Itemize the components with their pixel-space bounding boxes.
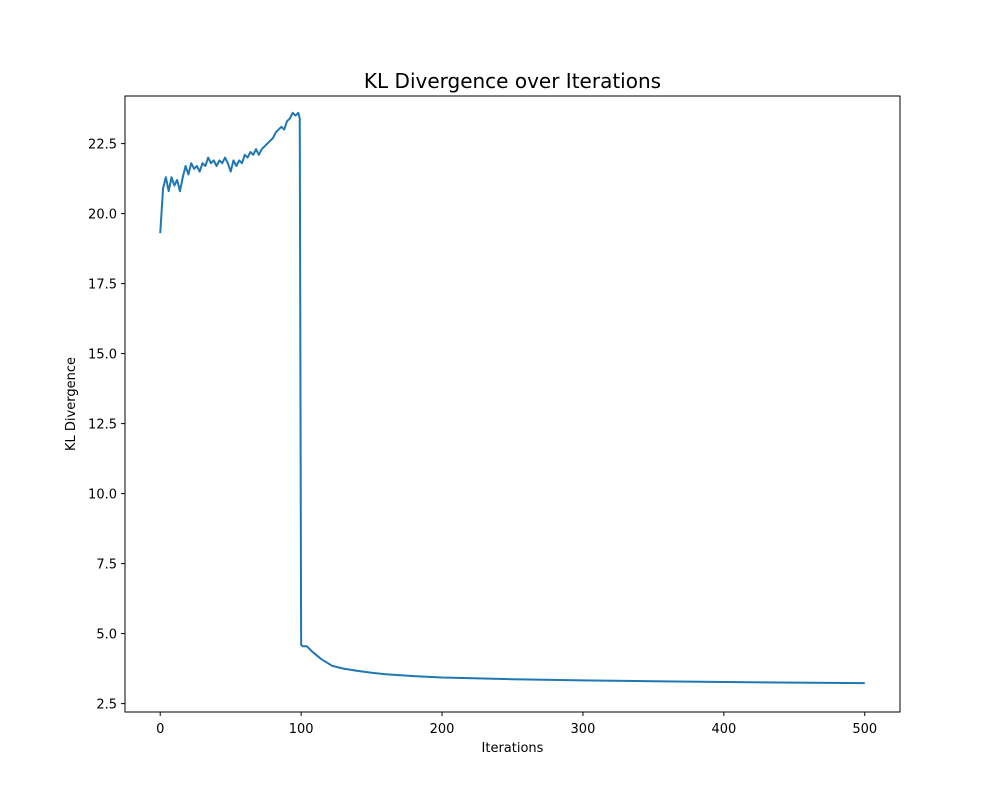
x-axis-label: Iterations	[482, 741, 544, 756]
x-axis: 0 100 200 300 400 500	[156, 712, 877, 737]
y-tick-label: 17.5	[88, 278, 117, 293]
x-tick-label: 100	[289, 722, 314, 737]
y-tick-label: 20.0	[88, 208, 117, 223]
x-tick-label: 500	[852, 722, 877, 737]
y-axis: 2.5 5.0 7.5 10.0 12.5 15.0 17.5 20.0 22.5	[88, 138, 125, 713]
y-tick-label: 7.5	[96, 558, 117, 573]
y-axis-label: KL Divergence	[64, 357, 79, 451]
x-tick-label: 400	[711, 722, 736, 737]
y-tick-label: 12.5	[88, 418, 117, 433]
y-tick-label: 5.0	[96, 628, 117, 643]
plot-area	[159, 111, 865, 685]
chart-title: KL Divergence over Iterations	[364, 69, 661, 93]
x-tick-label: 0	[156, 722, 164, 737]
x-tick-label: 200	[430, 722, 455, 737]
y-tick-label: 15.0	[88, 348, 117, 363]
x-tick-label: 300	[571, 722, 596, 737]
y-tick-label: 22.5	[88, 138, 117, 153]
y-tick-label: 2.5	[96, 698, 117, 713]
y-tick-label: 10.0	[88, 488, 117, 503]
series-line-0	[159, 111, 865, 685]
plot-frame	[124, 95, 901, 713]
